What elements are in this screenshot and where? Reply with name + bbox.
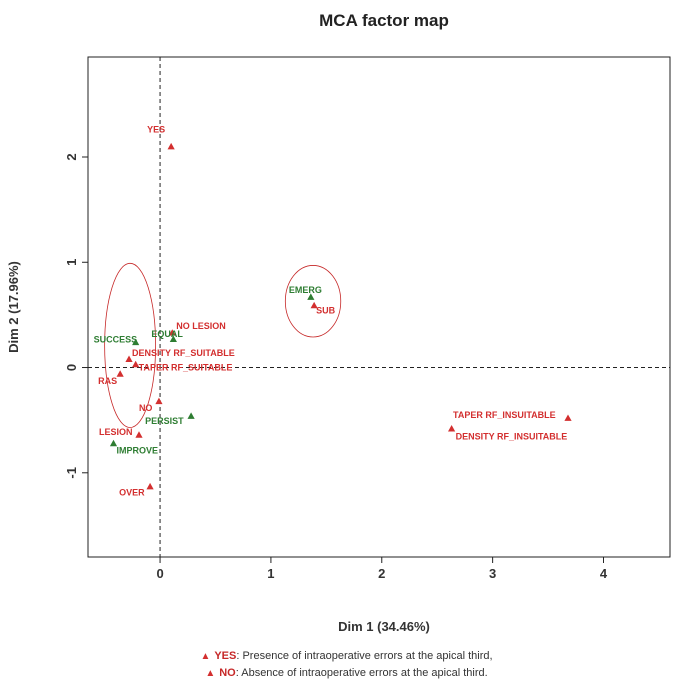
point-marker-no-lesion bbox=[168, 329, 176, 336]
legend-line-yes: ▲ YES: Presence of intraoperative errors … bbox=[0, 650, 693, 662]
legend-text: : Absence of intraoperative errors at th… bbox=[235, 667, 488, 679]
red-triangle-icon: ▲ bbox=[200, 651, 211, 662]
point-label-taper-rf-suitable: TAPER RF_SUITABLE bbox=[139, 362, 233, 372]
point-marker-success bbox=[132, 338, 140, 346]
point-label-lesion: LESION bbox=[99, 427, 133, 437]
point-label-persist: PERSIST bbox=[145, 416, 184, 426]
chart-title: MCA factor map bbox=[319, 11, 449, 30]
point-label-no-lesion: NO LESION bbox=[176, 321, 226, 331]
y-tick-label: 0 bbox=[64, 364, 79, 371]
points: YES EMERG SUB NO LESION SUCCESS EQUAL DENSITY … bbox=[94, 124, 572, 497]
point-label-density-rf-suitable: DENSITY RF_SUITABLE bbox=[132, 348, 235, 358]
point-label-ras: RAS bbox=[98, 376, 117, 386]
point-marker-yes bbox=[167, 142, 175, 150]
point-label-improve: IMPROVE bbox=[116, 445, 158, 455]
y-axis: -1 0 1 2 bbox=[64, 153, 88, 479]
y-tick-label: 2 bbox=[64, 153, 79, 160]
point-label-yes: YES bbox=[147, 124, 165, 134]
reference-lines bbox=[88, 57, 670, 557]
x-axis-label: Dim 1 (34.46%) bbox=[338, 619, 430, 634]
point-marker-sub bbox=[310, 301, 318, 309]
confidence-ellipse bbox=[104, 262, 157, 428]
x-tick-label: 3 bbox=[489, 566, 496, 581]
x-tick-label: 1 bbox=[267, 566, 274, 581]
legend-text: : Presence of intraoperative errors at t… bbox=[236, 650, 493, 662]
y-tick-label: 1 bbox=[64, 259, 79, 266]
ellipses bbox=[104, 262, 342, 428]
point-label-density-rf-insuitable: DENSITY RF_INSUITABLE bbox=[456, 432, 568, 442]
x-tick-label: 4 bbox=[600, 566, 608, 581]
point-marker-equal bbox=[169, 335, 177, 342]
point-label-sub: SUB bbox=[316, 305, 336, 315]
point-marker-no bbox=[155, 397, 163, 405]
y-tick-label: -1 bbox=[64, 467, 79, 479]
point-label-taper-rf-insuitable: TAPER RF_INSUITABLE bbox=[453, 410, 556, 420]
point-marker-lesion bbox=[135, 431, 143, 438]
x-tick-label: 0 bbox=[156, 566, 163, 581]
point-label-success: SUCCESS bbox=[94, 334, 138, 344]
point-marker-over bbox=[146, 482, 154, 490]
legend-key: YES bbox=[214, 650, 237, 662]
point-label-no: NO bbox=[139, 403, 153, 413]
point-marker-taper-rf-suitable bbox=[132, 360, 140, 368]
mca-factor-map: MCA factor map 0 1 2 3 4 -1 0 1 2 YES EMERG SUB NO… bbox=[6, 11, 671, 634]
confidence-ellipse bbox=[284, 265, 342, 338]
point-label-over: OVER bbox=[119, 487, 145, 497]
legend-key: NO bbox=[219, 667, 236, 679]
point-marker-persist bbox=[187, 412, 195, 419]
point-marker-ras bbox=[116, 370, 124, 377]
point-label-emerg: EMERG bbox=[289, 285, 322, 295]
y-axis-label: Dim 2 (17.96%) bbox=[6, 261, 21, 353]
plot-frame bbox=[87, 56, 671, 558]
point-marker-density-rf-insuitable bbox=[448, 424, 456, 432]
point-marker-density-rf-suitable bbox=[125, 355, 133, 362]
x-tick-label: 2 bbox=[378, 566, 385, 581]
point-marker-improve bbox=[109, 439, 118, 447]
point-marker-taper-rf-insuitable bbox=[564, 414, 572, 421]
legend-line-no: ▲ NO: Absence of intraoperative errors at… bbox=[0, 667, 693, 679]
point-marker-emerg bbox=[307, 293, 315, 300]
point-label-equal: EQUAL bbox=[151, 329, 183, 339]
x-axis: 0 1 2 3 4 bbox=[156, 557, 608, 581]
red-triangle-icon: ▲ bbox=[205, 668, 216, 679]
